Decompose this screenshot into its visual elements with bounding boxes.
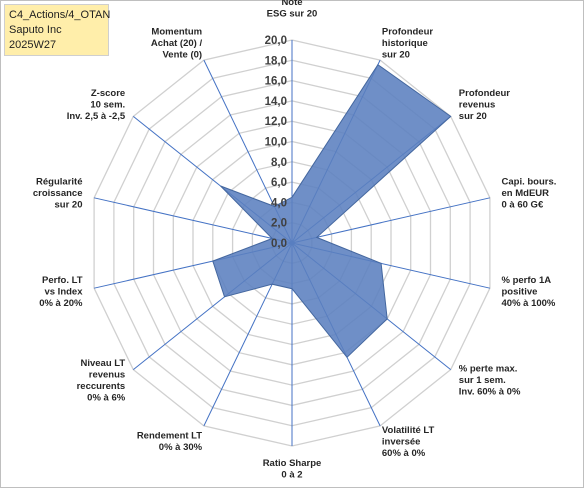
tick-label: 20,0 bbox=[265, 35, 287, 47]
axis-label-line: Ratio Sharpe bbox=[263, 458, 322, 469]
axis-label: Volatilité LT inversée 60% à 0% bbox=[382, 425, 435, 459]
week-label: 2025W27 bbox=[9, 39, 57, 51]
axis-label: Capi. bours. en MdEUR 0 à 60 G€ bbox=[502, 177, 557, 211]
axis-label-line: ESG sur 20 bbox=[267, 9, 318, 20]
axis-label: Ratio Sharpe 0 à 2 bbox=[263, 458, 322, 481]
axis-label-line: Niveau LT bbox=[80, 358, 125, 369]
axis-label-line: positive bbox=[502, 286, 538, 297]
axis-label: Niveau LT revenus reccurents 0% à 6% bbox=[77, 358, 126, 404]
axis-label: % perte max. sur 1 sem. Inv. 60% à 0% bbox=[459, 364, 521, 398]
axis-label-line: Inv. 2,5 à -2,5 bbox=[67, 111, 126, 122]
axis-label: Perfo. LT vs Index 0% à 20% bbox=[39, 275, 83, 309]
tick-label: 12,0 bbox=[265, 116, 287, 128]
axis-label-line: Vente (0) bbox=[162, 50, 202, 61]
axis-label-line: Rendement LT bbox=[137, 431, 202, 442]
axis-label: Profondeur historique sur 20 bbox=[382, 27, 433, 61]
axis-label-line: inversée bbox=[382, 436, 421, 447]
axis-label-line: croissance bbox=[33, 188, 83, 199]
axis-label-line: Inv. 60% à 0% bbox=[459, 387, 521, 398]
axis-label-line: 0 à 60 G€ bbox=[502, 200, 544, 211]
axis-label-line: Profondeur bbox=[382, 27, 433, 38]
axis-label-line: Volatilité LT bbox=[382, 425, 435, 436]
axis-label-line: Momentum bbox=[151, 27, 202, 38]
axis-label: % perfo 1A positive 40% à 100% bbox=[502, 275, 556, 309]
tick-label: 16,0 bbox=[265, 76, 287, 88]
axis-label-line: Capi. bours. bbox=[502, 177, 557, 188]
axis-label: Note ESG sur 20 bbox=[267, 0, 318, 20]
axis-label-line: 0% à 6% bbox=[87, 392, 126, 403]
axis-label-line: % perte max. bbox=[459, 364, 518, 375]
axis-label-line: Régularité bbox=[36, 177, 82, 188]
axis-label-line: Profondeur bbox=[459, 88, 510, 99]
axis-spoke bbox=[291, 197, 491, 244]
company-name: Saputo Inc bbox=[9, 24, 62, 36]
axis-label-line: Note bbox=[281, 0, 302, 8]
chart-header-box: C4_Actions/4_OTAN Saputo Inc 2025W27 bbox=[4, 4, 111, 56]
tick-label: 2,0 bbox=[271, 218, 287, 230]
tick-label: 14,0 bbox=[265, 96, 287, 108]
axis-label-line: historique bbox=[382, 38, 428, 49]
tick-label: 10,0 bbox=[265, 137, 287, 149]
axis-label-line: 0% à 20% bbox=[39, 298, 83, 309]
axis-label-line: % perfo 1A bbox=[502, 275, 552, 286]
portfolio-name: C4_Actions/4_OTAN bbox=[9, 9, 111, 21]
radar-series bbox=[212, 63, 452, 359]
axis-label-line: revenus bbox=[89, 369, 125, 380]
axis-label-line: 0% à 30% bbox=[159, 442, 203, 453]
axis-label-line: reccurents bbox=[77, 381, 126, 392]
axis-label-line: sur 20 bbox=[55, 200, 83, 211]
axis-label-line: revenus bbox=[459, 100, 495, 111]
axis-label-line: sur 20 bbox=[459, 111, 487, 122]
axis-label-line: Perfo. LT bbox=[42, 275, 83, 286]
axis-label: Profondeur revenus sur 20 bbox=[459, 88, 510, 122]
tick-label: 6,0 bbox=[271, 177, 287, 189]
axis-label-line: 0 à 2 bbox=[281, 470, 302, 481]
axis-label-line: 60% à 0% bbox=[382, 448, 426, 459]
axis-label: Rendement LT 0% à 30% bbox=[137, 431, 203, 454]
axis-label-line: sur 20 bbox=[382, 50, 410, 61]
tick-label: 8,0 bbox=[271, 157, 287, 169]
axis-label-line: sur 1 sem. bbox=[459, 375, 506, 386]
axis-label: Z-score 10 sem. Inv. 2,5 à -2,5 bbox=[67, 88, 126, 122]
axis-label-line: 40% à 100% bbox=[502, 298, 556, 309]
axis-label-line: Z-score bbox=[91, 88, 125, 99]
axis-label: Régularité croissance sur 20 bbox=[33, 177, 83, 211]
axis-label-line: Achat (20) / bbox=[151, 38, 203, 49]
tick-label: 0,0 bbox=[271, 238, 287, 250]
radar-tick-labels: 0,0 2,0 4,0 6,0 8,0 10,0 12,0 14,0 16,0 18,0 20,0 bbox=[265, 35, 287, 250]
axis-spoke bbox=[93, 197, 293, 244]
axis-label: Momentum Achat (20) / Vente (0) bbox=[151, 27, 203, 61]
axis-label-line: 10 sem. bbox=[90, 100, 125, 111]
axis-label-line: en MdEUR bbox=[502, 188, 550, 199]
tick-label: 4,0 bbox=[271, 197, 287, 209]
axis-label-line: vs Index bbox=[44, 286, 83, 297]
series-area bbox=[212, 63, 452, 359]
tick-label: 18,0 bbox=[265, 55, 287, 67]
